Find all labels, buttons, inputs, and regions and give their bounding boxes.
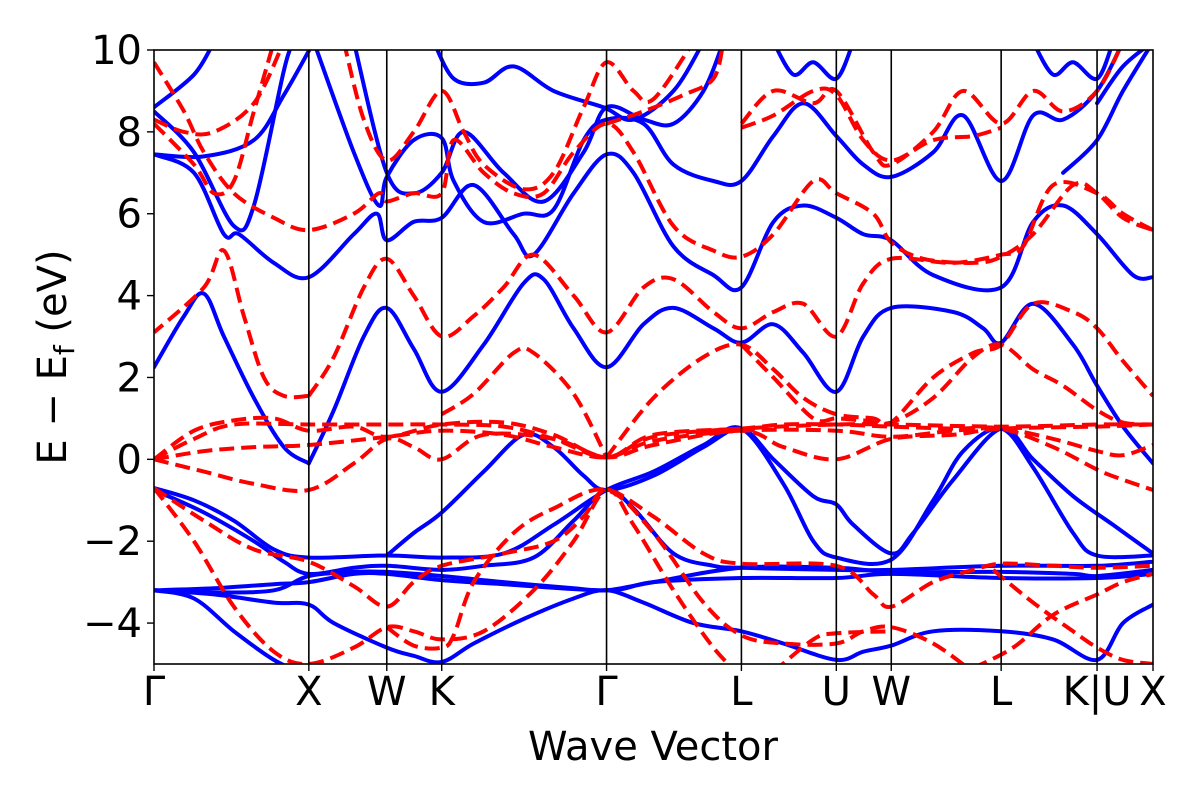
y-tick-label: −4 [83,601,142,647]
series-solid [154,50,1153,664]
y-axis-label-group: E − Ef (eV) [30,249,81,464]
solid-band-6 [384,426,1153,558]
dashed-band-20 [739,50,1122,168]
x-tick-label: U [822,669,851,715]
plot-frame [153,49,1154,665]
y-tick-label: 8 [117,110,142,156]
solid-band-9 [154,151,1153,293]
y-axis-ticks: −4 −2 0 2 4 6 8 10 [83,28,154,647]
y-axis-label: E − Ef (eV) [30,249,81,464]
series-dashed [154,50,1153,664]
bands-layer [154,50,1153,664]
y-tick-label: 2 [117,355,142,401]
dashed-band-17 [154,50,283,137]
solid-band-14 [353,50,723,204]
y-tick-label: −2 [83,519,142,565]
y-axis-label-main: E − E [30,355,76,465]
y-tick-label: 6 [117,192,142,238]
x-tick-label: W [367,669,407,715]
dashed-band-21 [740,86,1002,163]
y-axis-label-unit: (eV) [30,249,76,332]
dashed-band-11 [307,179,1153,398]
x-tick-label: W [871,669,911,715]
solid-band-19 [1061,50,1151,175]
dashed-band-12 [440,345,609,459]
x-tick-label: X [295,669,322,715]
x-tick-label: L [730,669,753,715]
x-axis-label: Wave Vector [528,724,779,770]
y-tick-label: 10 [91,28,142,74]
dashed-band-1 [154,486,1153,610]
y-tick-label: 0 [117,437,142,483]
dashed-band-4 [977,571,1153,664]
x-tick-label: L [990,669,1013,715]
x-tick-label: K|U [1063,669,1132,715]
dashed-band-19 [605,50,724,126]
x-axis-ticks: Γ X W K Γ L U W L K|U X [143,664,1167,715]
solid-band-16 [775,50,853,81]
x-tick-label: X [1139,669,1166,715]
dashed-band-10 [154,248,309,400]
dashed-band-3 [779,629,892,664]
dashed-band-18 [343,50,691,192]
dashed-band-9 [154,415,1153,492]
solid-band-7 [154,291,311,466]
solid-band-0 [154,588,286,664]
solid-band-17 [1035,50,1113,81]
y-axis-label-subscript: f [48,344,81,355]
solid-band-12 [154,50,212,110]
kpoint-lines [308,50,1098,664]
solid-band-18 [1095,50,1146,106]
solid-band-13 [314,50,1122,226]
solid-band-5 [154,425,1153,566]
y-axis-label-space [30,333,76,346]
solid-band-15 [435,50,702,123]
dashed-band-2 [385,487,966,664]
solid-band-10 [154,50,292,233]
x-tick-label: Γ [595,669,618,715]
dashed-band-14 [739,342,1153,427]
dashed-band-15 [154,61,1153,265]
x-tick-label: K [429,669,457,715]
dashed-band-5 [991,568,1153,664]
x-tick-label: Γ [143,669,166,715]
y-tick-label: 4 [117,274,142,320]
